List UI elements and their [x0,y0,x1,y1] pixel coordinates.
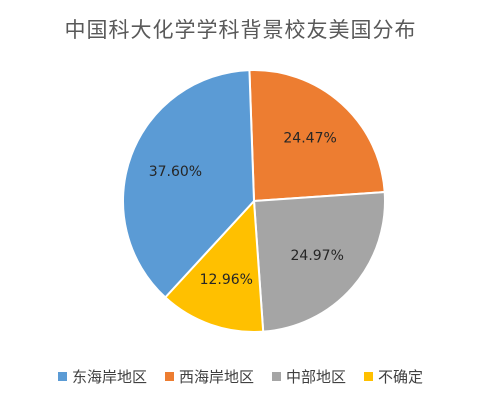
legend-label-east-coast: 东海岸地区 [71,368,147,386]
pie-slice-east-coast [122,69,256,299]
data-label-west-coast: 24.47% [283,131,336,147]
data-label-uncertain: 12.96% [200,272,253,288]
legend-item-east-coast: 东海岸地区 [57,366,147,387]
legend-item-midwest: 中部地区 [272,366,346,387]
pie-slice-west-coast [248,69,386,203]
legend-label-uncertain: 不确定 [378,368,424,386]
legend-item-uncertain: 不确定 [364,366,423,387]
legend-label-midwest: 中部地区 [286,368,347,386]
data-label-midwest: 24.97% [291,248,344,264]
legend-swatch-east-coast [57,372,67,381]
pie-slice-midwest [252,190,386,333]
legend-swatch-uncertain [364,372,374,381]
legend: 东海岸地区 西海岸地区 中部地区 不确定 [0,366,481,387]
legend-swatch-west-coast [164,372,174,381]
pie-plot-area: 24.47% 24.97% 12.96% 37.60% [122,69,386,334]
legend-label-west-coast: 西海岸地区 [178,368,254,386]
data-label-east-coast: 37.60% [149,164,202,180]
chart-title: 中国科大化学学科背景校友美国分布 [64,18,417,42]
legend-swatch-midwest [272,372,281,381]
pie-slice-uncertain [163,198,265,334]
legend-item-west-coast: 西海岸地区 [164,366,254,387]
